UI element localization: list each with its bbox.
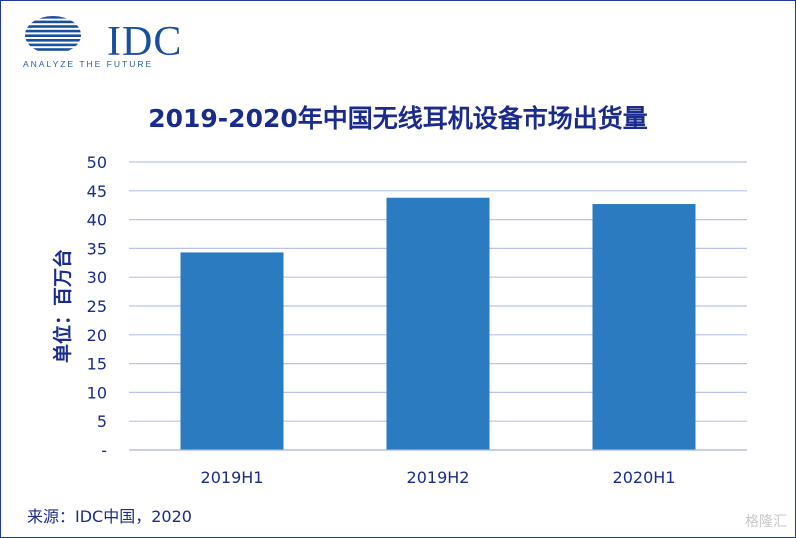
- x-tick-label: 2020H1: [613, 468, 676, 487]
- bar-2019h2: [386, 197, 490, 450]
- logo-text: IDC: [107, 19, 183, 65]
- y-tick-label: 50: [87, 153, 107, 172]
- y-tick-label: 40: [87, 211, 107, 230]
- y-axis-ticks: - 5 10 15 20 25 30 35 40 45 50: [87, 153, 107, 460]
- chart-title: 2019-2020年中国无线耳机设备市场出货量: [148, 104, 648, 133]
- y-tick-label: 10: [87, 383, 107, 402]
- y-tick-label: 45: [87, 182, 107, 201]
- idc-logo: IDC ANALYZE THE FUTURE: [23, 13, 183, 73]
- bars: [180, 197, 696, 450]
- x-tick-label: 2019H1: [201, 468, 264, 487]
- y-tick-label: 15: [87, 355, 107, 374]
- bar-2020h1: [592, 204, 696, 450]
- watermark: 格隆汇: [745, 514, 787, 530]
- logo-tagline: ANALYZE THE FUTURE: [23, 59, 154, 69]
- y-tick-label: 30: [87, 268, 107, 287]
- y-axis-label: 单位：百万台: [51, 249, 74, 363]
- x-axis-ticks: 2019H1 2019H2 2020H1: [201, 468, 676, 487]
- y-tick-label: 35: [87, 239, 107, 258]
- source-note: 来源：IDC中国，2020: [27, 507, 192, 526]
- y-tick-label: 5: [97, 412, 107, 431]
- y-tick-label: -: [101, 441, 107, 460]
- y-tick-label: 20: [87, 326, 107, 345]
- y-tick-label: 25: [87, 297, 107, 316]
- x-tick-label: 2019H2: [407, 468, 470, 487]
- bar-2019h1: [180, 252, 284, 450]
- globe-icon: [25, 16, 81, 51]
